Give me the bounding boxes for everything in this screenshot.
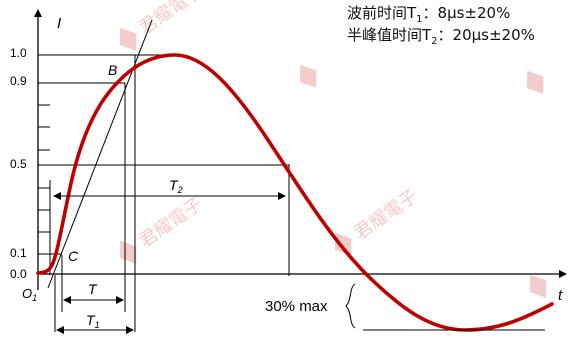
y-minor-ticks — [38, 105, 50, 232]
y-tick-label: 0.5 — [10, 157, 27, 171]
tail-amplitude-label: 30% max — [265, 298, 328, 315]
watermark-3 — [519, 65, 551, 99]
watermark-5: 君耀電子 — [112, 190, 208, 269]
watermark-text: 君耀電子 — [136, 0, 206, 38]
y-tick-label: 1.0 — [10, 46, 27, 60]
tail-bracket — [346, 284, 355, 328]
point-c-label: C — [68, 248, 79, 264]
brand-logo-icon — [292, 59, 324, 93]
y-tick-label: 0.9 — [10, 74, 27, 88]
x-axis-label: t — [558, 287, 563, 304]
watermark-text: 君耀電子 — [351, 186, 421, 244]
watermark-1: 君耀電子 — [112, 0, 208, 56]
t2-label: T2 — [169, 177, 183, 195]
t-label: T — [88, 281, 98, 297]
y-tick-label: 0.1 — [10, 246, 27, 260]
watermark-text: 君耀電子 — [136, 194, 206, 252]
origin-label-sub: 1 — [32, 293, 37, 303]
brand-logo-icon — [519, 65, 551, 99]
origin-label: O1 — [22, 286, 37, 303]
impulse-waveform-curve — [38, 55, 552, 330]
vertical-guides — [50, 55, 289, 332]
t1-label: T1 — [86, 312, 100, 330]
front-tangent-line — [48, 20, 152, 288]
watermark-2 — [292, 59, 324, 93]
y-tick-label: 0.0 — [10, 267, 27, 281]
half-value-time-note: 半峰值时间T2：20μs±20% — [347, 26, 535, 51]
watermark-4: 君耀電子 — [327, 182, 423, 261]
point-b-label: B — [108, 62, 117, 78]
y-axis-label: I — [57, 15, 61, 32]
origin-label-text: O — [22, 286, 32, 301]
